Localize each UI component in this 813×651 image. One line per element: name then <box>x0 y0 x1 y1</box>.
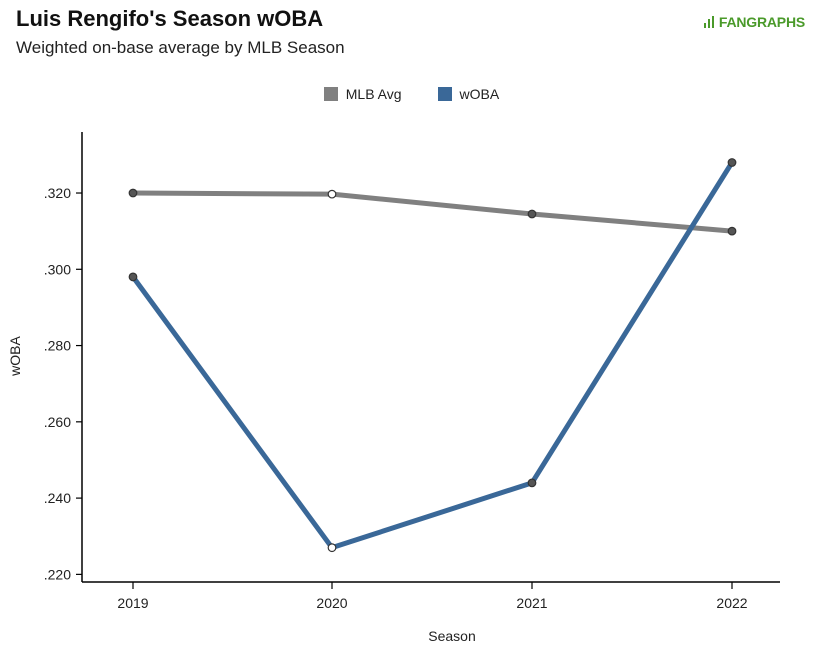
series-line-mlb-avg <box>130 190 735 234</box>
legend-label-mlb-avg: MLB Avg <box>345 86 402 102</box>
fangraphs-logo[interactable]: FANGRAPHS <box>703 14 805 30</box>
y-axis-title: wOBA <box>7 336 23 377</box>
data-point-mlb-avg[interactable] <box>327 189 337 199</box>
y-tick-label: .240 <box>44 490 71 506</box>
chart-legend: MLB Avg wOBA <box>0 86 813 102</box>
legend-item-woba[interactable]: wOBA <box>428 86 500 102</box>
series-line-woba <box>130 160 735 551</box>
y-tick-label: .260 <box>44 414 71 430</box>
data-point-mlb-avg[interactable] <box>128 188 138 198</box>
data-point-mlb-avg[interactable] <box>527 209 537 219</box>
y-tick-label: .320 <box>44 185 71 201</box>
data-point-mlb-avg[interactable] <box>727 226 737 236</box>
x-tick-label: 2020 <box>316 595 347 611</box>
x-tick-label: 2019 <box>117 595 148 611</box>
y-tick-label: .300 <box>44 261 71 277</box>
fangraphs-logo-text: FANGRAPHS <box>718 14 805 30</box>
legend-swatch-woba <box>437 87 452 101</box>
chart-subtitle: Weighted on-base average by MLB Season <box>16 38 345 57</box>
x-tick-label: 2022 <box>716 595 747 611</box>
y-tick-label: .280 <box>44 338 71 354</box>
chart-title: Luis Rengifo's Season wOBA <box>16 6 324 31</box>
legend-label-woba: wOBA <box>459 86 500 102</box>
data-point-woba[interactable] <box>527 478 537 488</box>
data-point-woba[interactable] <box>727 158 737 167</box>
data-point-woba[interactable] <box>128 272 138 282</box>
x-tick-label: 2021 <box>516 595 547 611</box>
data-point-woba[interactable] <box>327 543 337 553</box>
x-axis-title: Season <box>428 628 475 644</box>
legend-item-mlb-avg[interactable]: MLB Avg <box>314 86 402 102</box>
y-tick-label: .220 <box>44 566 71 582</box>
legend-swatch-mlb-avg <box>323 87 338 101</box>
fangraphs-logo-icon <box>703 16 716 28</box>
